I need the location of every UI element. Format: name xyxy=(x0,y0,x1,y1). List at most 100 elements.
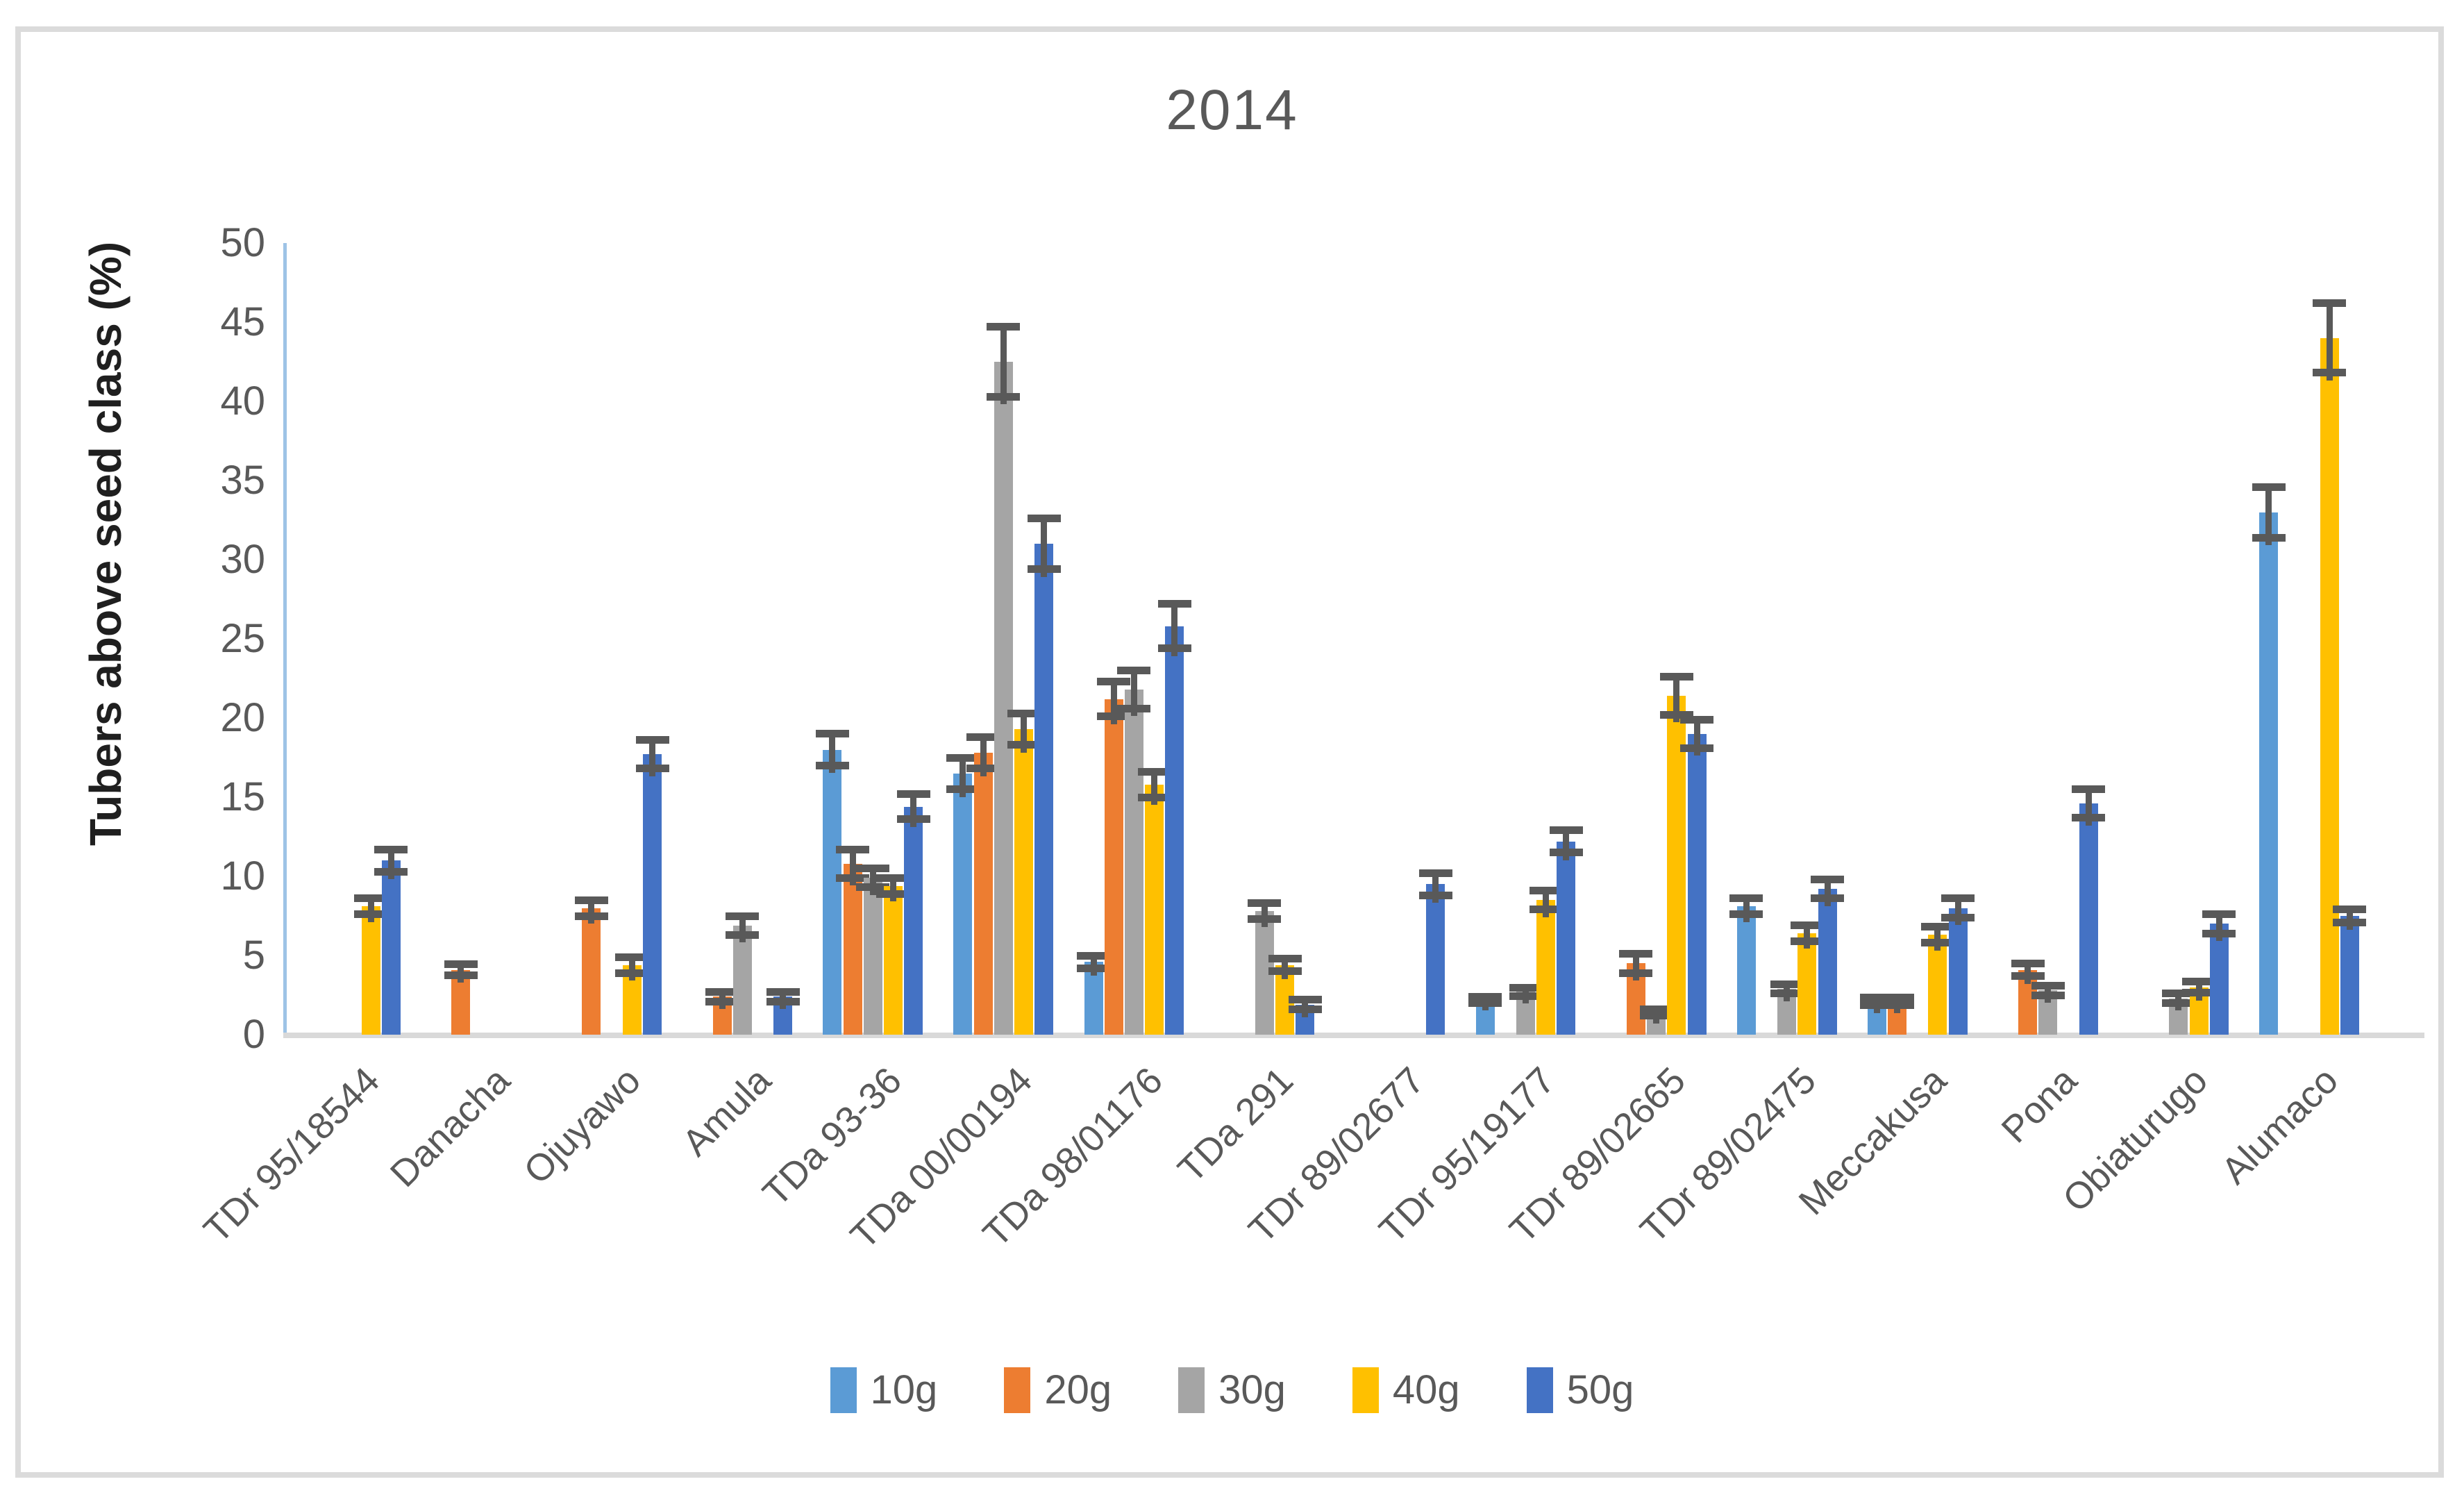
error-bar-cap-bottom xyxy=(444,971,478,979)
error-bar-cap-bottom xyxy=(1680,744,1714,752)
bar-20g-TDa 93-36 xyxy=(843,863,862,1035)
error-bar-whisker xyxy=(1432,873,1439,903)
error-bar-cap-top xyxy=(354,894,388,903)
bar-50g-Alumaco xyxy=(2340,916,2359,1035)
error-bar-cap-bottom xyxy=(1137,793,1171,801)
error-bar-cap-bottom xyxy=(1790,937,1824,945)
y-tick-label: 30 xyxy=(220,537,265,582)
bar-40g-TDa 93-36 xyxy=(883,885,903,1035)
error-bar-cap-top xyxy=(2072,785,2106,794)
error-bar-cap-top xyxy=(946,753,980,762)
error-bar-cap-top xyxy=(1860,993,1894,1001)
error-bar-cap-bottom xyxy=(2161,999,2195,1007)
error-bar-cap-bottom xyxy=(1811,894,1845,903)
error-bar-cap-bottom xyxy=(1248,915,1282,924)
error-bar-cap-bottom xyxy=(1509,992,1543,1000)
error-bar-whisker xyxy=(1673,676,1680,723)
error-bar-whisker xyxy=(980,737,987,776)
bar-40g-TDr 95/18544 xyxy=(361,906,380,1035)
error-bar-cap-bottom xyxy=(876,890,910,898)
bar-50g-TDa 93-36 xyxy=(904,806,923,1035)
y-tick-label: 50 xyxy=(220,220,265,265)
bar-40g-TDa 00/00194 xyxy=(1014,728,1034,1035)
error-bar-cap-bottom xyxy=(766,997,800,1005)
error-bar-cap-top xyxy=(2182,978,2216,986)
error-bar-whisker xyxy=(387,849,394,880)
error-bar-cap-top xyxy=(444,960,478,969)
error-bar-cap-bottom xyxy=(896,815,930,824)
error-bar-cap-top xyxy=(1529,887,1563,895)
error-bar-whisker xyxy=(959,758,966,797)
error-bar-cap-top xyxy=(966,733,1000,741)
error-bar-cap-top xyxy=(856,865,890,873)
error-bar-whisker xyxy=(1824,879,1831,906)
error-bar-whisker xyxy=(1934,926,1941,951)
error-bar-whisker xyxy=(2085,789,2092,826)
error-bar-cap-bottom xyxy=(374,867,408,876)
error-bar-cap-top xyxy=(1248,899,1282,908)
error-bar-whisker xyxy=(628,957,635,981)
error-bar-cap-top xyxy=(1418,869,1452,877)
legend-item-10g: 10g xyxy=(830,1367,937,1413)
legend-swatch-40g xyxy=(1352,1367,1379,1413)
legend: 10g 20g 30g 40g 50g xyxy=(0,1367,2464,1413)
error-bar-cap-top xyxy=(1157,600,1191,608)
bar-50g-TDr 95/19177 xyxy=(1557,841,1576,1035)
bar-50g-TDa 98/01176 xyxy=(1165,626,1184,1035)
error-bar-whisker xyxy=(1954,898,1961,926)
chart-title: 2014 xyxy=(1166,78,1298,142)
bar-30g-TDa 00/00194 xyxy=(994,362,1013,1035)
error-bar-cap-top xyxy=(726,912,760,920)
error-bar-cap-bottom xyxy=(1549,849,1583,857)
error-bar-whisker xyxy=(1632,953,1639,981)
error-bar-cap-top xyxy=(987,323,1021,331)
bar-40g-TDr 89/02665 xyxy=(1667,696,1686,1035)
error-bar-whisker xyxy=(1171,603,1178,656)
bar-30g-TDa 98/01176 xyxy=(1124,689,1143,1035)
error-bar-whisker xyxy=(2215,914,2222,942)
legend-swatch-20g xyxy=(1004,1367,1031,1413)
error-bar-cap-bottom xyxy=(1619,969,1653,977)
error-bar-cap-top xyxy=(815,730,849,738)
bar-40g-TDa 98/01176 xyxy=(1145,784,1164,1035)
error-bar-whisker xyxy=(2326,303,2333,381)
error-bar-cap-bottom xyxy=(815,761,849,769)
bar-30g-TDa 93-36 xyxy=(863,878,882,1035)
error-bar-cap-top xyxy=(635,736,669,744)
bar-20g-Ojuyawo xyxy=(582,908,601,1035)
chart-frame xyxy=(15,26,2444,1478)
bar-40g-Meccakusa xyxy=(1928,935,1947,1035)
error-bar-cap-bottom xyxy=(946,785,980,794)
bar-10g-TDa 00/00194 xyxy=(953,773,973,1035)
bar-50g-TDa 00/00194 xyxy=(1034,544,1054,1035)
error-bar-cap-top xyxy=(1077,951,1110,960)
error-bar-cap-top xyxy=(1117,667,1151,675)
error-bar-cap-bottom xyxy=(1920,939,1954,947)
y-tick-label: 5 xyxy=(242,933,265,978)
error-bar-cap-bottom xyxy=(2313,369,2347,377)
error-bar-cap-bottom xyxy=(1880,1001,1914,1010)
y-axis-line xyxy=(283,243,287,1036)
error-bar-cap-top xyxy=(574,896,608,904)
bar-30g-Amula xyxy=(732,925,752,1035)
bar-50g-TDr 89/02677 xyxy=(1426,884,1445,1035)
error-bar-whisker xyxy=(910,794,917,827)
bar-40g-Alumaco xyxy=(2320,337,2339,1035)
error-bar-whisker xyxy=(1110,681,1117,724)
error-bar-cap-top xyxy=(615,953,649,961)
error-bar-cap-bottom xyxy=(2202,929,2236,937)
error-bar-cap-top xyxy=(705,987,739,996)
error-bar-whisker xyxy=(1130,670,1137,717)
error-bar-cap-bottom xyxy=(856,883,890,892)
error-bar-cap-top xyxy=(2161,990,2195,998)
y-tick-label: 15 xyxy=(220,774,265,819)
bar-50g-TDr 89/02475 xyxy=(1818,889,1837,1035)
error-bar-cap-top xyxy=(836,845,870,853)
error-bar-cap-top xyxy=(1639,1005,1673,1014)
error-bar-cap-top xyxy=(1680,715,1714,724)
legend-item-50g: 50g xyxy=(1526,1367,1634,1413)
error-bar-cap-bottom xyxy=(1418,891,1452,899)
legend-swatch-10g xyxy=(830,1367,857,1413)
error-bar-cap-top xyxy=(1770,980,1804,988)
bar-50g-Meccakusa xyxy=(1948,908,1968,1035)
